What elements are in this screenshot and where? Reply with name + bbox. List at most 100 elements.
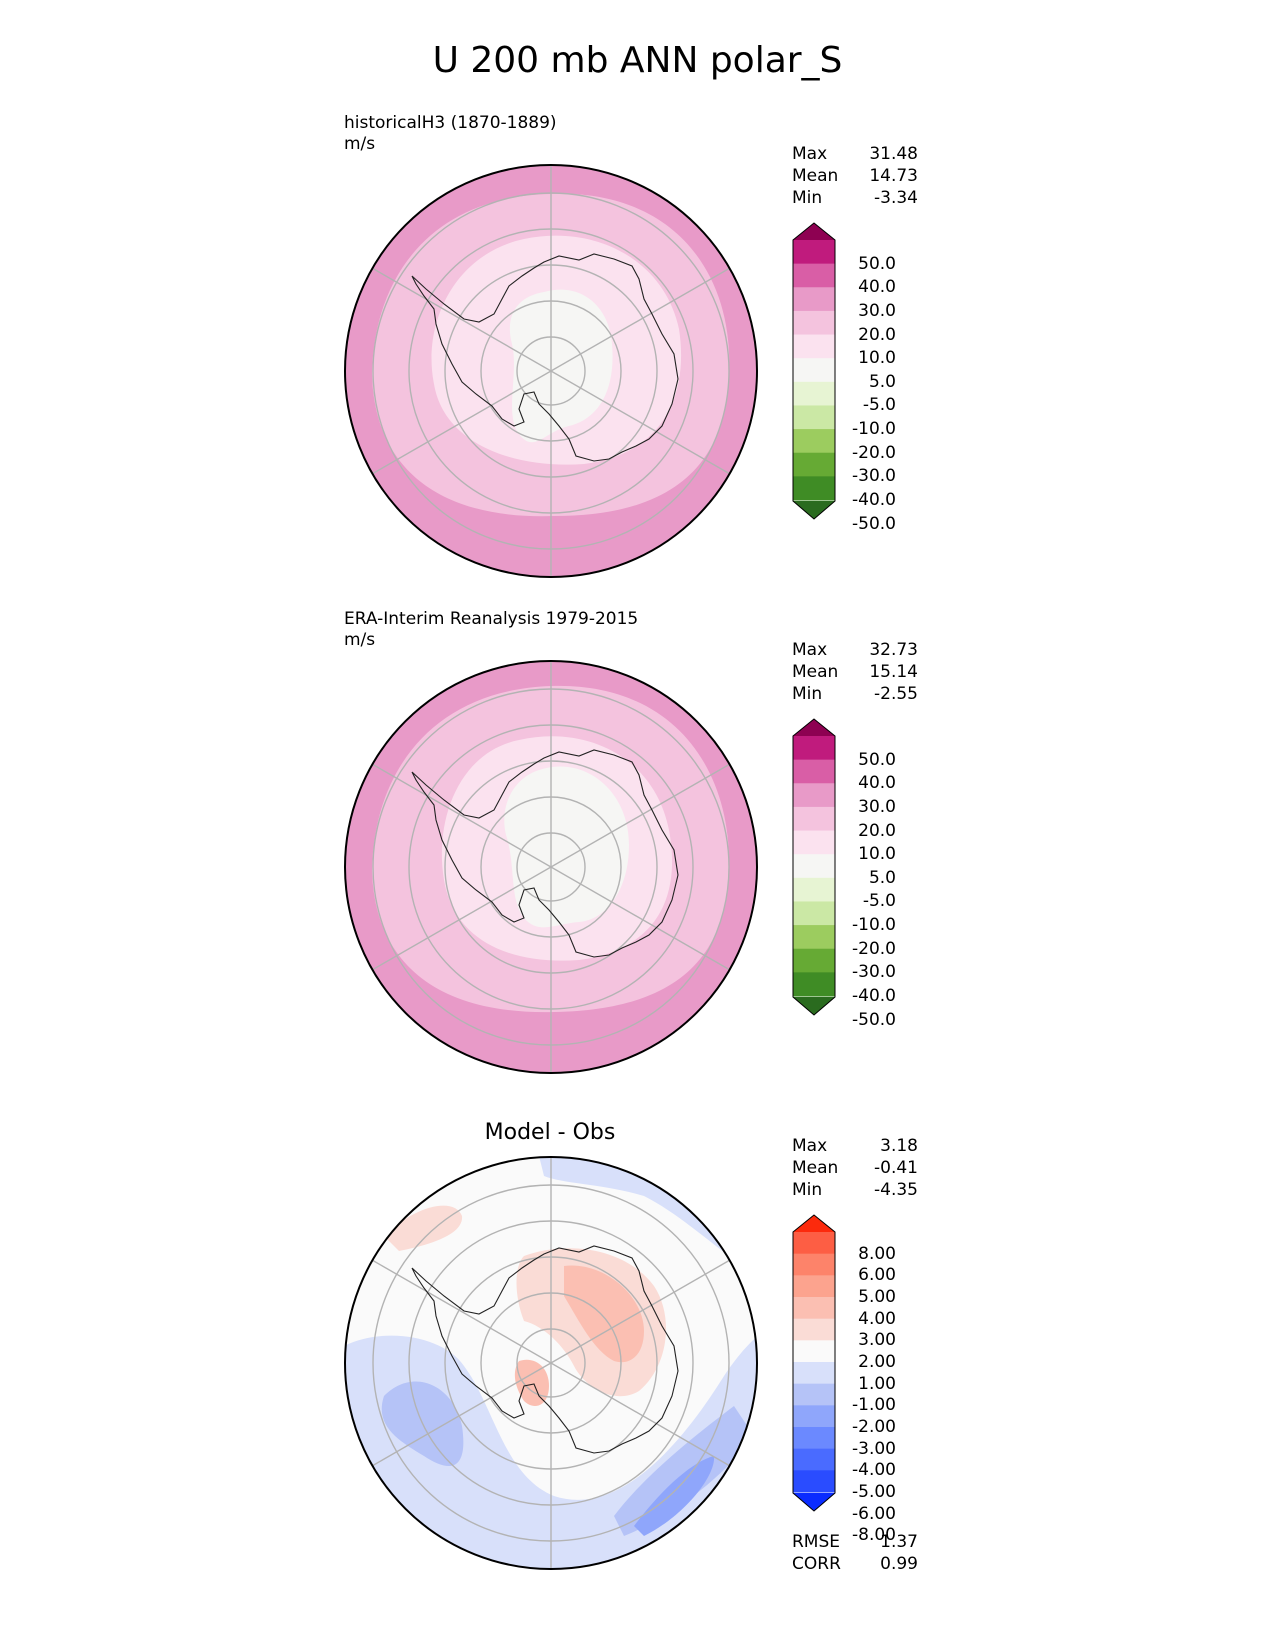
polar-map bbox=[344, 1156, 758, 1570]
colorbar-extend-min bbox=[793, 501, 835, 519]
colorbar-segment bbox=[793, 1318, 835, 1341]
panel-units: m/s bbox=[344, 134, 376, 154]
colorbar-tick-label: 4.00 bbox=[858, 1308, 896, 1329]
colorbar-outline bbox=[792, 1214, 836, 1512]
panel-title: historicalH3 (1870-1889) bbox=[344, 113, 557, 133]
colorbar-tick-label: -10.0 bbox=[852, 915, 896, 936]
colorbar-segment bbox=[793, 405, 835, 430]
colorbar-tick-label: -5.0 bbox=[862, 395, 896, 416]
stat-mean-label: Mean bbox=[792, 1158, 839, 1178]
colorbar-segment bbox=[793, 1297, 835, 1320]
colorbar-tick-label: 5.00 bbox=[858, 1287, 896, 1307]
colorbar-tick-label: -40.0 bbox=[852, 986, 896, 1006]
colorbar-extend-min bbox=[793, 1493, 835, 1511]
colorbar-segment bbox=[793, 830, 835, 855]
antarctica-coastline bbox=[411, 253, 679, 462]
colorbar-tick-label: 40.0 bbox=[858, 277, 896, 298]
graticule bbox=[371, 661, 731, 1073]
colorbar-tick-label: -20.0 bbox=[852, 442, 896, 463]
colorbar-segment bbox=[793, 381, 835, 406]
colorbar-segment bbox=[793, 1427, 835, 1450]
colorbar-extend-max bbox=[793, 1215, 835, 1232]
colorbar-tick-label: 30.0 bbox=[858, 796, 896, 817]
panel-difference: Model - Obs Max 3.18 Mean -0.41 Min -4.3… bbox=[0, 0, 1275, 1574]
stat-max-value: 3.18 bbox=[880, 1136, 918, 1156]
stat-max-label: Max bbox=[792, 144, 828, 164]
stat-min-label: Min bbox=[792, 188, 823, 208]
colorbar-segment bbox=[793, 358, 835, 383]
colorbar-outline bbox=[792, 222, 836, 520]
stat-min-value: -4.35 bbox=[874, 1180, 918, 1200]
colorbar-tick-label: 40.0 bbox=[858, 773, 896, 794]
stat-mean-value: -0.41 bbox=[874, 1158, 918, 1178]
colorbar bbox=[792, 222, 836, 520]
antarctica-coastline bbox=[411, 1245, 679, 1454]
colorbar-tick-label: 20.0 bbox=[858, 324, 896, 345]
contour-positive-center bbox=[514, 1359, 549, 1406]
colorbar-segment bbox=[793, 287, 835, 312]
contour-negative-core bbox=[634, 1456, 715, 1536]
stat-min-value: -3.34 bbox=[874, 188, 918, 208]
colorbar-segment bbox=[793, 263, 835, 288]
polar-map bbox=[344, 660, 758, 1074]
colorbar-extend-max bbox=[793, 223, 835, 240]
colorbar-segment bbox=[793, 925, 835, 950]
colorbar-tick-label: 20.0 bbox=[858, 820, 896, 841]
colorbar-tick-label: 50.0 bbox=[858, 253, 896, 274]
colorbar-tick-label: -40.0 bbox=[852, 490, 896, 510]
colorbar-segment bbox=[793, 1253, 835, 1276]
contour-negative-southeast bbox=[614, 1406, 754, 1536]
colorbar-tick-label: -1.00 bbox=[852, 1395, 896, 1416]
colorbar-tick-label: 30.0 bbox=[858, 300, 896, 321]
panel-title: Model - Obs bbox=[484, 1120, 616, 1145]
colorbar-segment bbox=[793, 310, 835, 336]
colorbar-segment bbox=[793, 452, 835, 477]
colorbar-segment bbox=[793, 877, 835, 902]
colorbar-tick-label: -6.00 bbox=[852, 1503, 896, 1524]
colorbar-segment bbox=[793, 1448, 835, 1471]
colorbar-tick-label: -3.00 bbox=[852, 1438, 896, 1459]
contour-positive-east-core bbox=[564, 1265, 644, 1363]
colorbar bbox=[792, 718, 836, 1016]
colorbar-tick-label: 2.00 bbox=[858, 1352, 896, 1372]
colorbar-segment bbox=[793, 783, 835, 808]
stat-mean-value: 15.14 bbox=[869, 662, 918, 682]
colorbar-tick-label: -5.0 bbox=[862, 891, 896, 912]
colorbar-tick-label: 5.0 bbox=[868, 371, 896, 392]
stat-min-value: -2.55 bbox=[874, 684, 918, 704]
stat-min-label: Min bbox=[792, 684, 823, 704]
colorbar-segment bbox=[793, 1362, 835, 1385]
colorbar-segment bbox=[793, 806, 835, 832]
colorbar-tick-label: 1.00 bbox=[858, 1373, 896, 1394]
colorbar-extend-min bbox=[793, 997, 835, 1015]
colorbar-segment bbox=[793, 429, 835, 454]
colorbar-tick-label: 8.00 bbox=[858, 1243, 896, 1264]
colorbar-tick-label: -10.0 bbox=[852, 419, 896, 440]
colorbar-tick-label: -30.0 bbox=[852, 466, 896, 487]
panel-title: ERA-Interim Reanalysis 1979-2015 bbox=[344, 609, 639, 629]
colorbar-tick-label: -8.00 bbox=[852, 1525, 896, 1546]
stat-max-label: Max bbox=[792, 1136, 828, 1156]
rmse-value: 1.37 bbox=[880, 1532, 918, 1552]
colorbar-tick-label: -5.00 bbox=[852, 1482, 896, 1502]
stat-min-label: Min bbox=[792, 1180, 823, 1200]
colorbar-outline bbox=[792, 718, 836, 1016]
panel-units: m/s bbox=[344, 630, 376, 650]
corr-label: CORR bbox=[792, 1554, 841, 1574]
colorbar-tick-label: 5.0 bbox=[868, 867, 896, 888]
colorbar-tick-label: -4.00 bbox=[852, 1460, 896, 1481]
colorbar-tick-label: -2.00 bbox=[852, 1417, 896, 1437]
colorbar-extend-max bbox=[793, 719, 835, 736]
colorbar-segment bbox=[793, 1232, 835, 1255]
graticule bbox=[371, 165, 731, 577]
colorbar-segment bbox=[793, 1340, 835, 1363]
polar-map bbox=[344, 164, 758, 578]
colorbar-tick-label: 50.0 bbox=[858, 749, 896, 770]
panel-reference: ERA-Interim Reanalysis 1979-2015 m/s Max… bbox=[0, 0, 1275, 1074]
graticule bbox=[371, 1157, 731, 1569]
stat-max-label: Max bbox=[792, 640, 828, 660]
contour-positive-northwest bbox=[384, 1205, 463, 1251]
stat-mean-label: Mean bbox=[792, 662, 839, 682]
colorbar-tick-label: 6.00 bbox=[858, 1265, 896, 1286]
rmse-label: RMSE bbox=[792, 1532, 841, 1552]
